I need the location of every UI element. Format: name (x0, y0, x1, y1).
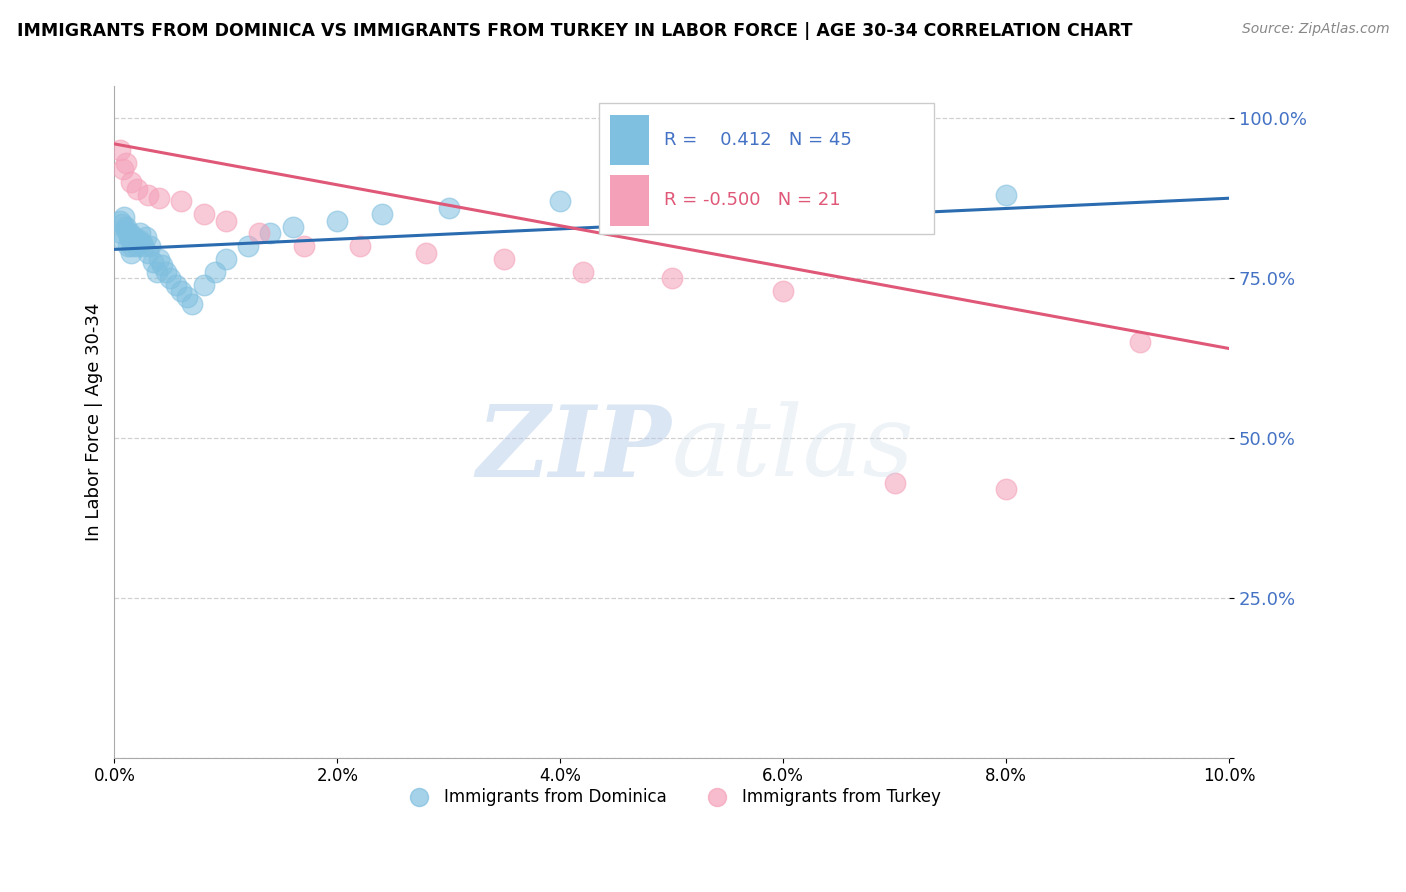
Point (129, 227, 152, 241)
Point (112, 162, 135, 177)
Point (148, 252, 170, 266)
Point (131, 235, 153, 250)
Point (415, 245, 437, 260)
Point (494, 252, 516, 266)
Text: R = -0.500   N = 21: R = -0.500 N = 21 (664, 192, 841, 210)
Point (326, 213, 349, 227)
Point (114, 156, 136, 170)
Text: ZIP: ZIP (477, 401, 672, 497)
Point (176, 290, 198, 304)
Point (139, 239, 162, 253)
Bar (610, 115, 650, 165)
Text: Source: ZipAtlas.com: Source: ZipAtlas.com (1241, 22, 1389, 37)
Text: IMMIGRANTS FROM DOMINICA VS IMMIGRANTS FROM TURKEY IN LABOR FORCE | AGE 30-34 CO: IMMIGRANTS FROM DOMINICA VS IMMIGRANTS F… (17, 22, 1132, 40)
Point (1129, 335, 1152, 350)
Point (995, 482, 1018, 496)
Point (236, 239, 259, 253)
Text: R =    0.412   N = 45: R = 0.412 N = 45 (664, 131, 852, 149)
Point (142, 255, 165, 269)
Bar (610, 176, 650, 226)
Point (125, 181, 148, 195)
Point (883, 475, 905, 490)
Point (159, 271, 181, 285)
Point (371, 207, 394, 221)
Point (349, 239, 371, 253)
Point (437, 201, 460, 215)
Point (114, 223, 136, 237)
Point (136, 188, 159, 202)
Point (120, 175, 142, 189)
Point (117, 239, 139, 253)
Point (124, 229, 146, 244)
Point (110, 227, 132, 241)
Point (215, 252, 238, 266)
Point (118, 227, 141, 241)
Point (548, 194, 571, 209)
Point (155, 265, 177, 279)
Point (204, 265, 226, 279)
FancyBboxPatch shape (599, 103, 934, 234)
Point (135, 229, 157, 244)
Point (193, 207, 215, 221)
Point (108, 143, 131, 157)
Point (148, 191, 170, 205)
Point (112, 233, 135, 247)
Point (292, 239, 315, 253)
Point (111, 217, 134, 231)
Point (247, 227, 270, 241)
Text: atlas: atlas (672, 401, 914, 497)
Point (170, 194, 193, 209)
Y-axis label: In Labor Force | Age 30-34: In Labor Force | Age 30-34 (86, 302, 103, 541)
Point (150, 258, 173, 272)
Legend: Immigrants from Dominica, Immigrants from Turkey: Immigrants from Dominica, Immigrants fro… (396, 781, 948, 814)
Point (170, 284, 193, 298)
Point (120, 245, 142, 260)
Point (661, 194, 683, 209)
Point (995, 188, 1018, 202)
Point (108, 213, 131, 227)
Point (114, 211, 136, 225)
Point (828, 191, 851, 205)
Point (121, 239, 143, 253)
Point (281, 219, 304, 234)
Point (132, 239, 155, 253)
Point (193, 277, 215, 292)
Point (259, 227, 281, 241)
Point (128, 233, 150, 247)
Point (181, 297, 204, 311)
Point (114, 219, 136, 234)
Point (120, 233, 142, 247)
Point (165, 277, 187, 292)
Point (772, 284, 794, 298)
Point (136, 245, 159, 260)
Point (118, 229, 141, 244)
Point (125, 239, 148, 253)
Point (215, 213, 238, 227)
Point (145, 265, 167, 279)
Point (571, 265, 593, 279)
Point (661, 271, 683, 285)
